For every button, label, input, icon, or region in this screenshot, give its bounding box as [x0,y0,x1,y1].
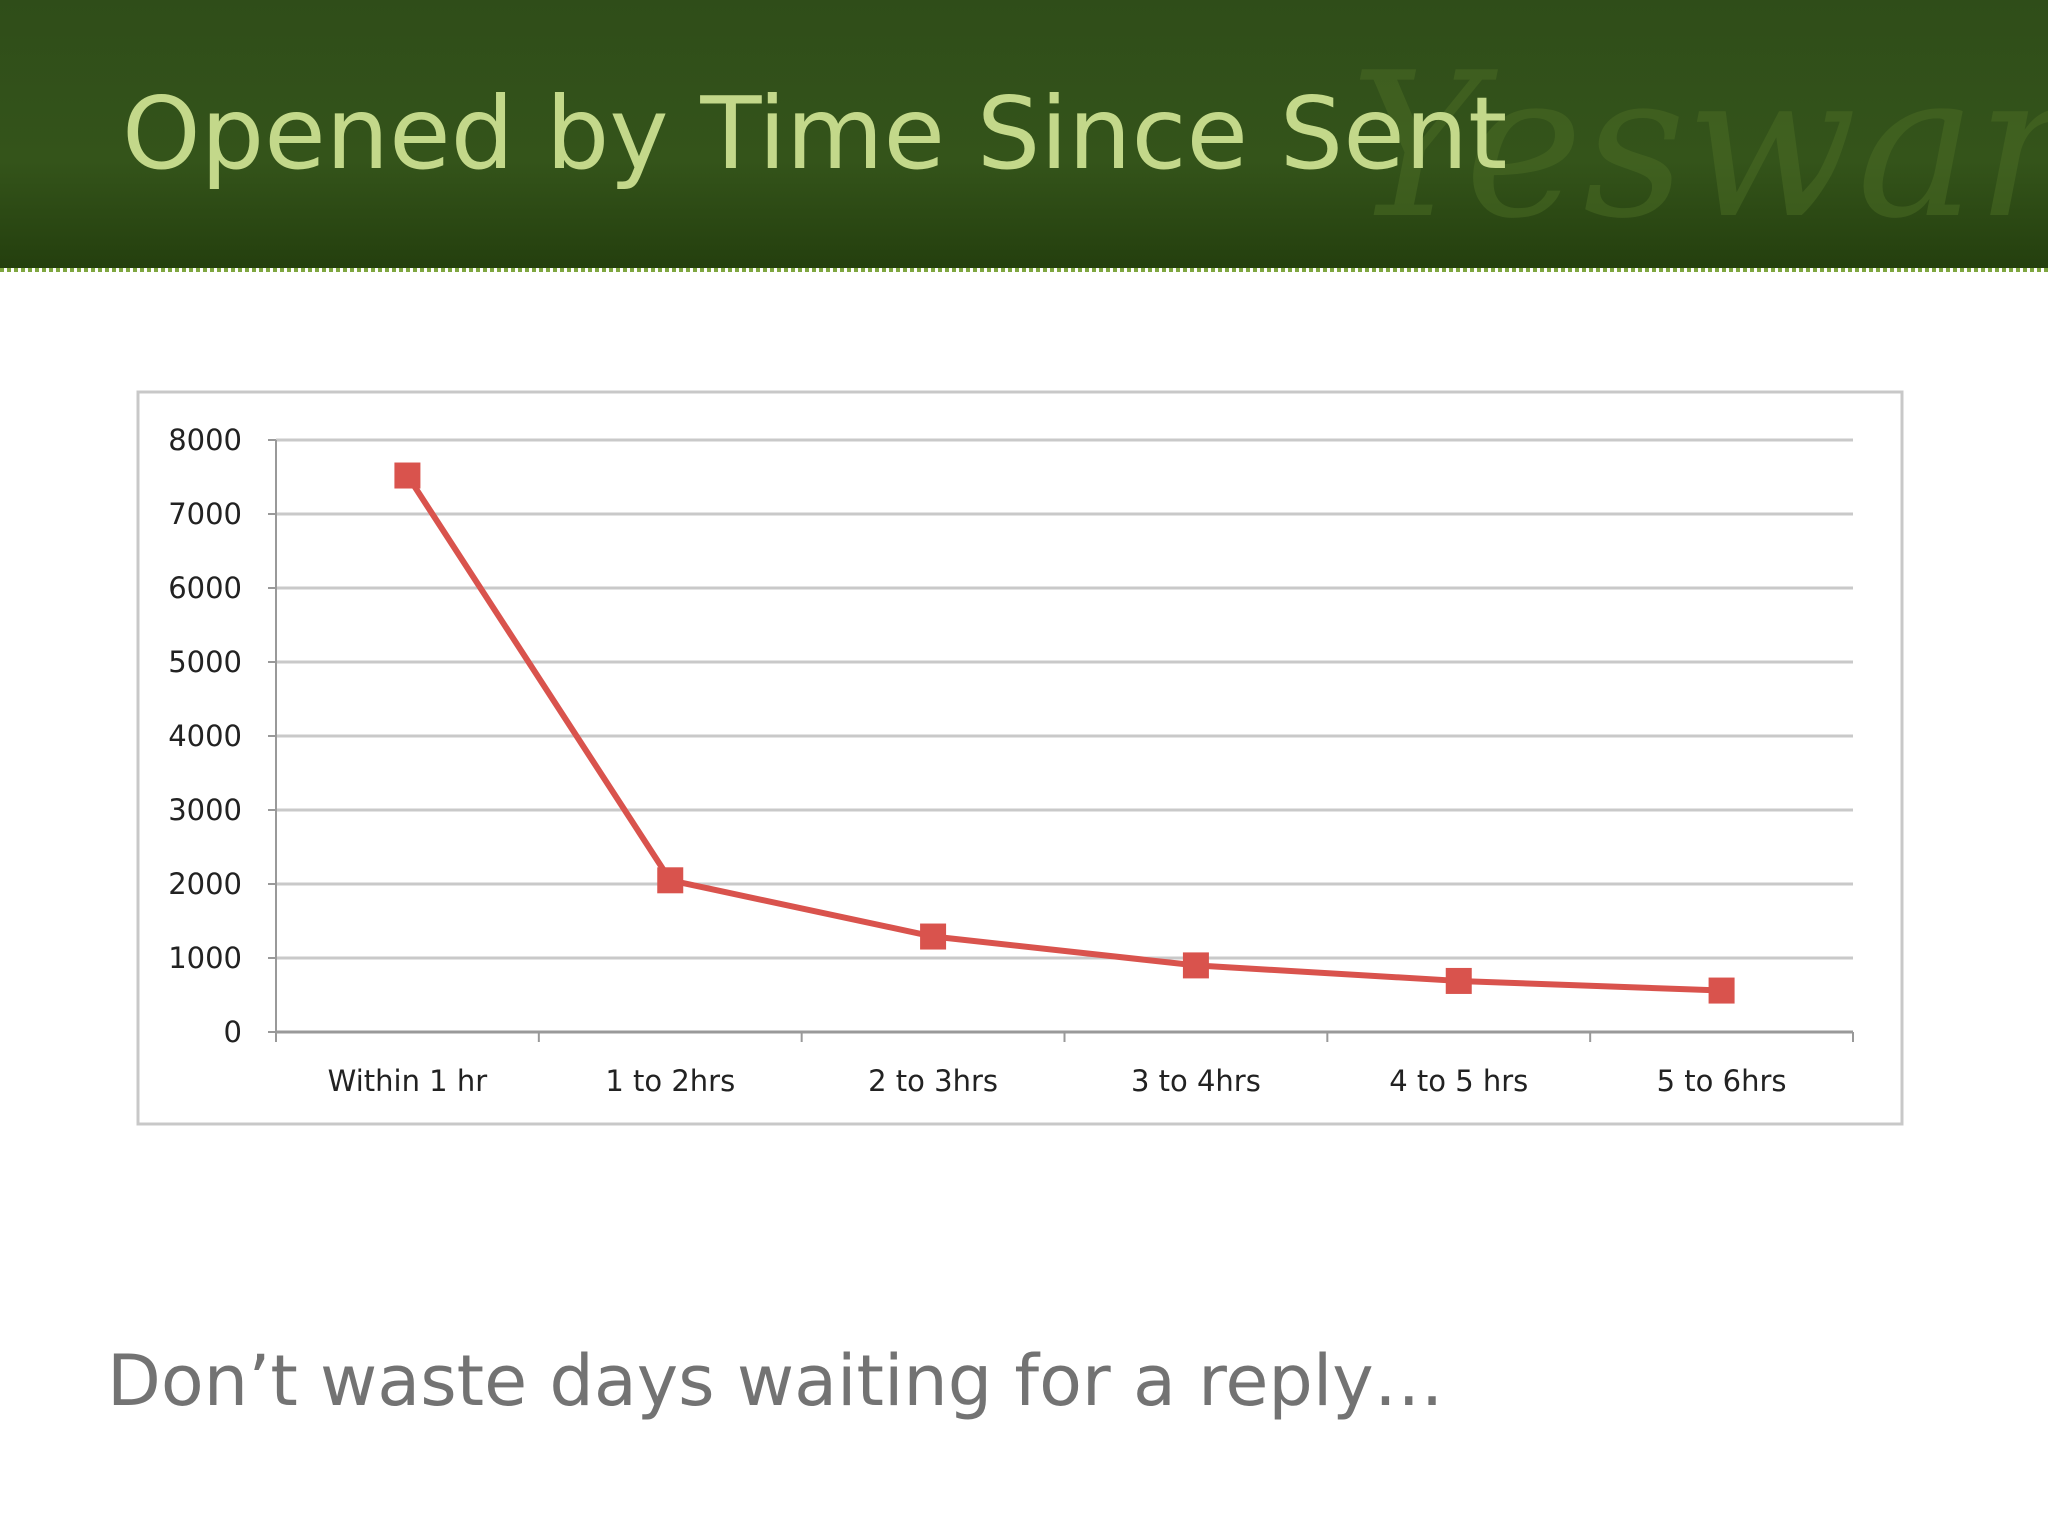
x-tick-label: 5 to 6hrs [1657,1064,1787,1098]
x-tick-label: 1 to 2hrs [605,1064,735,1098]
data-point [920,923,947,950]
header-band [0,0,2048,268]
y-tick-label: 7000 [168,497,242,531]
y-tick-label: 2000 [168,867,242,901]
data-point [1445,967,1472,994]
data-point [1182,952,1209,979]
data-point [657,867,684,894]
watermark: Yesware [1350,30,2048,263]
series-line [404,473,1722,994]
plot-area: 0 1000 2000 3000 4000 5000 6000 7000 8000 Within … [168,423,1854,1098]
x-tick-label: Within 1 hr [328,1064,488,1098]
y-tick-label: 1000 [168,941,242,975]
x-tick-label: 2 to 3hrs [868,1064,998,1098]
data-point [1708,977,1735,1004]
y-tick-label: 4000 [168,719,242,753]
y-tick-label: 3000 [168,793,242,827]
y-tick-label: 8000 [168,423,242,457]
y-tick-label: 6000 [168,571,242,605]
caption: Don’t waste days waiting for a reply… [107,1340,1444,1422]
chart-frame [136,390,1904,1126]
x-tick-label: 3 to 4hrs [1131,1064,1261,1098]
data-point [394,462,421,489]
slide-title: Opened by Time Since Sent [122,75,1507,192]
x-tick-label: 4 to 5 hrs [1389,1064,1528,1098]
y-tick-label: 0 [224,1015,242,1049]
y-tick-label: 5000 [168,645,242,679]
